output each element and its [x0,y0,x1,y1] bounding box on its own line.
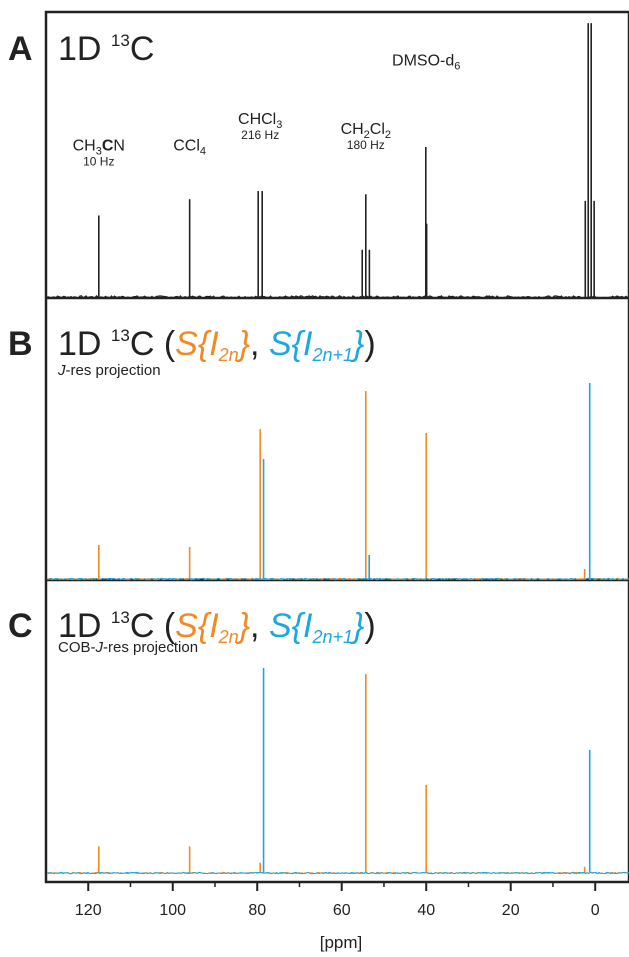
peak-label-3: CH2Cl2 [341,121,391,141]
panel-letter-b: B [8,325,33,363]
peak-label-1: CCl4 [173,137,206,157]
panel-letter-a: A [8,30,33,68]
peak-label-4: DMSO-d6 [392,53,460,73]
baseline-a-0 [46,294,629,299]
title-a: 1D 13C [58,30,154,68]
title-c: 1D 13C (S{I2n}, S{I2n+1}) [58,607,376,647]
x-tick-label-1: 100 [159,902,186,919]
coupling-label-3: 180 Hz [347,138,385,152]
peak-label-0: CH3CN [73,137,125,157]
peaks-layer [98,23,595,873]
subtitle-b: J-res projection [57,362,161,379]
baseline-b-1 [46,577,629,581]
baselines-layer [46,294,629,875]
legend-even-c: S{I [175,607,219,645]
legend-odd-b: S{I [269,325,313,363]
x-axis-label: [ppm] [320,933,363,952]
x-tick-label-4: 40 [417,902,435,919]
baseline-c-1 [46,871,629,875]
x-tick-label-3: 60 [333,902,351,919]
panel-letter-c: C [8,607,33,645]
x-tick-label-0: 120 [75,902,102,919]
legend-odd-c: S{I [269,607,313,645]
subtitle-c: COB-J-res projection [58,639,198,656]
legend-even-b: S{I [175,325,219,363]
x-tick-label-6: 0 [591,902,600,919]
x-tick-label-2: 80 [248,902,266,919]
coupling-label-0: 10 Hz [83,154,114,168]
title-b: 1D 13C (S{I2n}, S{I2n+1}) [58,325,376,365]
x-tick-label-5: 20 [502,902,520,919]
peak-label-2: CHCl3 [238,111,282,131]
plot-frame [44,10,629,884]
x-axis: 120 100 80 60 40 20 0 [75,882,600,919]
coupling-label-2: 216 Hz [241,128,279,142]
